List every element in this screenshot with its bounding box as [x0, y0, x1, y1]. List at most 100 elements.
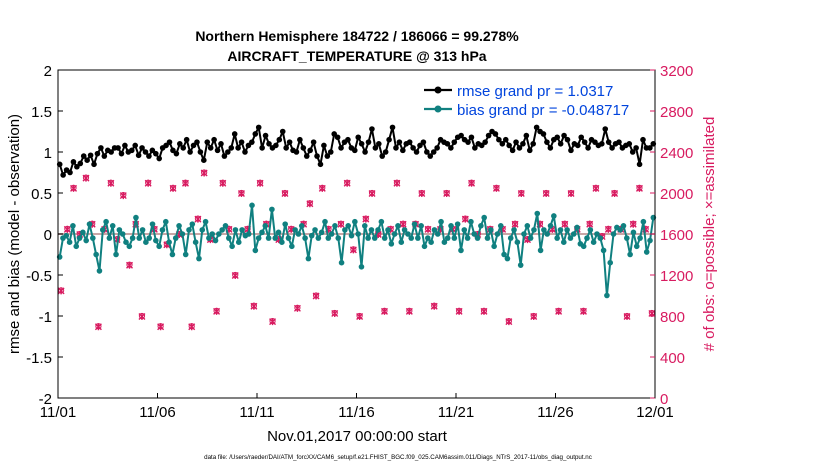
bias-point — [139, 227, 146, 233]
x-axis: 11/01 11/06 11/11 11/16 11/21 11/26 12/01 — [40, 393, 674, 421]
bias-point — [192, 239, 199, 245]
chart-title: Northern Hemisphere 184722 / 186066 = 99… — [195, 28, 519, 44]
bias-point — [159, 227, 166, 233]
bias-point — [348, 232, 355, 239]
bias-point — [551, 213, 557, 219]
bias-point — [90, 235, 96, 241]
bias-point — [162, 218, 169, 225]
bias-point — [182, 251, 189, 258]
rmse-point — [207, 145, 214, 151]
bias-point — [633, 243, 640, 250]
bias-point — [76, 235, 83, 241]
bias-point — [468, 218, 474, 225]
left-y-axis: -2 -1.5 -1 -0.5 0 0.5 1 1.5 2 — [26, 63, 63, 408]
bias-point — [99, 227, 106, 233]
bias-point — [415, 235, 421, 241]
bias-point — [534, 210, 541, 217]
obs-assimilated-point — [181, 179, 189, 187]
bias-point — [269, 206, 275, 213]
bias-point — [345, 223, 352, 229]
rmse-point — [406, 139, 413, 145]
rmse-point — [629, 149, 636, 155]
rmse-point — [201, 157, 207, 163]
rmse-point — [544, 139, 550, 145]
rmse-point — [430, 149, 437, 155]
bias-point — [620, 223, 627, 229]
rmse-point — [303, 153, 310, 159]
bias-point — [385, 227, 391, 233]
bias-point — [285, 235, 292, 241]
bias-point — [249, 202, 255, 209]
bias-point — [544, 231, 551, 237]
bias-point — [106, 235, 113, 241]
bias-point — [527, 235, 534, 241]
obs-assimilated-point — [604, 225, 612, 233]
bias-point — [425, 235, 431, 241]
legend-bias-marker — [434, 105, 442, 113]
bias-point — [444, 235, 451, 241]
rmse-point — [108, 149, 114, 155]
bias-point — [199, 227, 206, 233]
x-tick-label: 12/01 — [636, 404, 674, 421]
bias-point — [80, 229, 86, 236]
rmse-point — [225, 149, 231, 155]
x-axis-label: Nov.01,2017 00:00:00 start — [267, 428, 448, 445]
obs-assimilated-point — [505, 318, 513, 326]
bias-point — [580, 243, 587, 250]
obs-assimilated-point — [443, 190, 451, 198]
rmse-point — [276, 136, 283, 143]
obs-assimilated-point — [368, 190, 376, 198]
bias-point — [488, 227, 494, 233]
left-y-tick-label: 2 — [44, 63, 52, 80]
bias-point — [156, 243, 162, 250]
rmse-point — [616, 139, 622, 145]
obs-assimilated-point — [561, 220, 569, 228]
bias-point — [617, 227, 623, 233]
left-y-tick-label: -0.5 — [26, 268, 52, 285]
rmse-point — [640, 136, 646, 143]
bias-point — [531, 227, 537, 233]
bias-point — [448, 223, 454, 229]
rmse-point — [382, 149, 389, 155]
bias-point — [116, 227, 123, 233]
bias-point — [355, 231, 361, 237]
rmse-point — [413, 149, 420, 155]
rmse-point — [448, 145, 454, 151]
bias-point — [153, 237, 159, 244]
obs-assimilated-point — [94, 323, 102, 331]
rmse-point — [585, 145, 591, 151]
bias-point — [166, 239, 172, 245]
x-tick-label: 11/01 — [40, 404, 76, 421]
rmse-point — [605, 139, 612, 145]
rmse-point — [142, 149, 149, 155]
bias-point — [378, 218, 385, 225]
obs-assimilated-point — [530, 313, 538, 321]
rmse-point — [362, 149, 368, 155]
rmse-point — [221, 153, 228, 159]
bias-point — [176, 223, 182, 229]
bias-point — [245, 231, 252, 237]
bias-point — [521, 231, 527, 237]
bias-point — [109, 223, 116, 229]
x-tick-label: 11/21 — [438, 404, 474, 421]
rmse-point — [283, 145, 289, 151]
rmse-point — [132, 142, 138, 149]
rmse-point — [262, 132, 269, 139]
obs-assimilated-point — [70, 184, 78, 192]
bias-point — [361, 223, 368, 229]
bias-point — [554, 235, 560, 241]
obs-assimilated-point — [586, 220, 594, 228]
bias-point — [464, 235, 471, 241]
rmse-point — [146, 153, 152, 159]
obs-assimilated-point — [555, 307, 563, 315]
rmse-point — [94, 150, 101, 157]
rmse-point — [633, 145, 639, 151]
bias-point — [478, 223, 484, 229]
rmse-point — [321, 142, 327, 149]
bias-point — [454, 221, 461, 227]
obs-assimilated-point — [592, 184, 600, 192]
rmse-point — [238, 139, 245, 145]
bias-point — [219, 227, 225, 233]
right-y-tick-label: 1200 — [660, 268, 693, 285]
bias-point — [146, 235, 153, 241]
